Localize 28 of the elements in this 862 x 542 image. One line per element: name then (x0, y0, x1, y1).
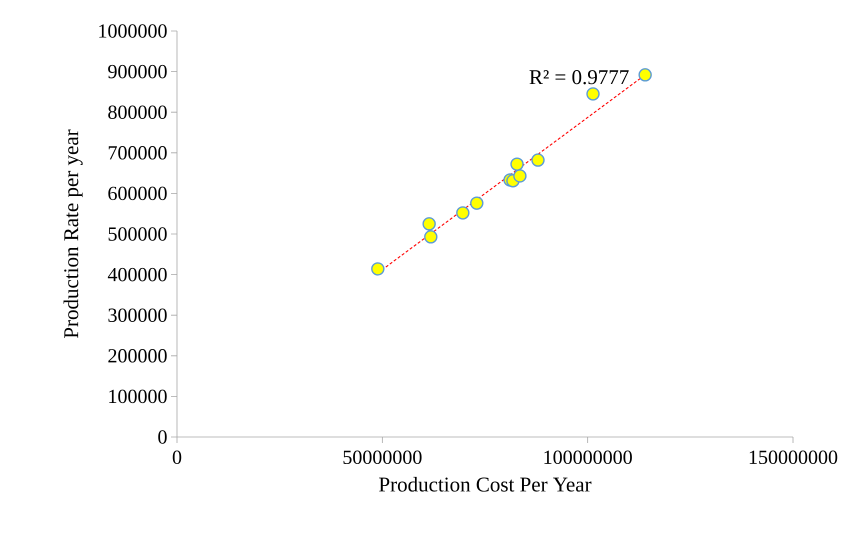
x-tick-label: 100000000 (544, 450, 632, 464)
y-tick-label: 100000 (109, 390, 167, 404)
point (531, 153, 545, 167)
y-tick-label: 500000 (108, 227, 167, 241)
y-tick-label: 0 (158, 430, 167, 444)
y-tick-label: 800000 (108, 105, 167, 119)
y-tick-label: 1000000 (99, 24, 167, 38)
x-tick-label: 50000000 (343, 450, 422, 464)
point (422, 217, 436, 231)
y-tick-label: 600000 (108, 186, 167, 200)
point (424, 230, 438, 244)
point (470, 196, 484, 210)
y-tick-label: 400000 (108, 268, 167, 282)
point (586, 87, 600, 101)
x-axis-title: Production Cost Per Year (379, 476, 592, 492)
annotation: R² = 0.9777 (530, 70, 629, 84)
y-tick-label: 200000 (108, 349, 167, 363)
point (371, 262, 385, 276)
point (456, 206, 470, 220)
point (638, 68, 652, 82)
y-tick-label: 900000 (108, 64, 167, 78)
y-tick-label: 700000 (108, 146, 167, 160)
point (513, 169, 527, 183)
x-tick-label: 0 (172, 450, 182, 464)
x-tick-label: 150000000 (750, 450, 838, 464)
point (510, 157, 524, 171)
y-axis-title: Production Rate per year (64, 130, 83, 338)
y-tick-label: 300000 (108, 308, 167, 322)
